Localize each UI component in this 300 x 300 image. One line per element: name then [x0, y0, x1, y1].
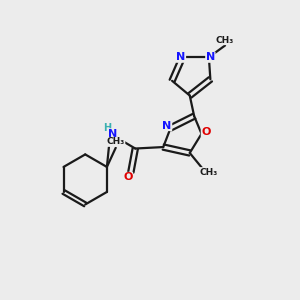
Text: N: N [206, 52, 215, 62]
Text: CH₃: CH₃ [106, 137, 125, 146]
Text: N: N [108, 129, 117, 139]
Text: CH₃: CH₃ [199, 168, 218, 177]
Text: CH₃: CH₃ [216, 36, 234, 45]
Text: N: N [176, 52, 185, 62]
Text: N: N [163, 121, 172, 130]
Text: H: H [103, 123, 111, 133]
Text: O: O [201, 127, 211, 137]
Text: O: O [123, 172, 133, 182]
